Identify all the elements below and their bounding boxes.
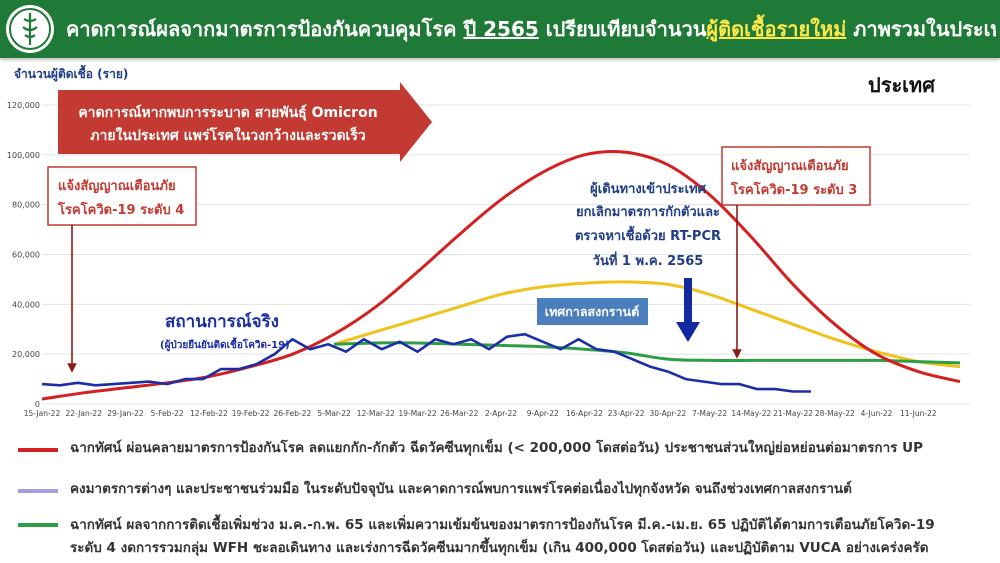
y-ticks: 0 20,000 40,000 60,000 80,000 100,000 120,000	[7, 101, 40, 409]
actual-sublabel: (ผู้ป่วยยืนยันติดเชื้อโควิด-19)	[160, 337, 290, 352]
x-tick-label: 19-Mar-22	[398, 409, 436, 418]
alert3-label-2: โรคโควิด-19 ระดับ 3	[730, 181, 857, 198]
omicron-label-2: ภายในประเทศ แพร่โรคในวงกว้างและรวดเร็ว	[90, 126, 366, 144]
x-tick-label: 29-Jan-22	[107, 409, 144, 418]
alert3-label-1: แจ้งสัญญาณเตือนภัย	[731, 158, 849, 174]
title-year: ปี 2565	[463, 17, 539, 41]
y-tick-label: 120,000	[7, 101, 40, 110]
x-tick-label: 28-May-22	[815, 409, 855, 418]
y-tick-label: 100,000	[7, 151, 40, 160]
series-line-green	[334, 341, 961, 365]
songkran-label: เทศกาลสงกรานต์	[545, 304, 639, 319]
x-tick-label: 12-Feb-22	[190, 409, 228, 418]
legend-text-green-1: ฉากทัศน์ ผลจากการติดเชื้อเพิ่มช่วง ม.ค.-…	[70, 517, 935, 533]
title-highlight: ผู้ติดเชื้อรายใหม่	[706, 17, 847, 41]
songkran-box	[537, 298, 648, 325]
travel-label-4: วันที่ 1 พ.ค. 2565	[593, 251, 704, 269]
x-ticks: 15-Jan-22 22-Jan-22 29-Jan-22 5-Feb-22 12-Fe…	[24, 409, 937, 418]
x-tick-label: 5-Mar-22	[317, 409, 351, 418]
x-tick-label: 19-Feb-22	[232, 409, 270, 418]
legend-swatch-purple	[18, 489, 58, 493]
alert4-box	[47, 166, 197, 226]
alert4-label-1: แจ้งสัญญาณเตือนภัย	[58, 178, 176, 194]
x-tick-label: 15-Jan-22	[24, 409, 61, 418]
series-line-yellow	[333, 280, 961, 369]
series-lines	[41, 150, 961, 401]
x-tick-label: 12-Mar-22	[357, 409, 395, 418]
x-tick-label: 2-Apr-22	[485, 409, 517, 418]
y-tick-label: 20,000	[12, 350, 40, 359]
corner-label: ประเทศ	[868, 73, 936, 97]
x-tick-label: 11-Jun-22	[900, 409, 937, 418]
legend-text-red: ฉากทัศน์ ผ่อนคลายมาตรการป้องกันโรค ลดแยก…	[70, 440, 923, 456]
travel-label-2: ยกเลิกมาตรการกักตัวและ	[576, 205, 720, 220]
legend-swatch-red	[18, 448, 58, 452]
x-tick-label: 26-Feb-22	[273, 409, 311, 418]
x-tick-label: 9-Apr-22	[527, 409, 559, 418]
travel-label-3: ตรวจหาเชื้อด้วย RT-PCR	[575, 225, 721, 244]
forecast-chart: จำนวนผู้ติดเชื้อ (ราย) ประเทศ 0 20,000 40,…	[7, 64, 970, 418]
actual-label: สถานการณ์จริง	[165, 311, 279, 332]
y-tick-label: 60,000	[12, 251, 40, 260]
legend-swatch-green	[18, 523, 58, 527]
x-tick-label: 26-Mar-22	[440, 409, 478, 418]
x-tick-label: 14-May-22	[731, 409, 771, 418]
ministry-logo-icon	[6, 5, 54, 53]
alert4-label-2: โรคโควิด-19 ระดับ 4	[57, 201, 184, 218]
legend-text-green-2: ระดับ 4 งดการรวมกลุ่ม WFH ชะลอเดินทาง แล…	[70, 540, 929, 556]
x-tick-label: 21-May-22	[773, 409, 813, 418]
series-line-blue	[41, 332, 811, 393]
x-tick-label: 23-Apr-22	[608, 409, 645, 418]
legend-text-purple: คงมาตรการต่างๆ และประชาชนร่วมมือ ในระดับ…	[70, 481, 852, 497]
x-tick-label: 5-Feb-22	[151, 409, 184, 418]
x-tick-label: 4-Jun-22	[861, 409, 893, 418]
y-tick-label: 40,000	[12, 300, 40, 309]
travel-arrow-icon	[676, 278, 700, 342]
omicron-label-1: คาดการณ์หากพบการระบาด สายพันธุ์ Omicron	[78, 104, 377, 121]
y-axis-label: จำนวนผู้ติดเชื้อ (ราย)	[14, 64, 128, 82]
x-tick-label: 30-Apr-22	[649, 409, 686, 418]
omicron-arrow-box	[58, 82, 432, 162]
x-tick-label: 16-Apr-22	[566, 409, 603, 418]
page-title: คาดการณ์ผลจากมาตรการป้องกันควบคุมโรค ปี …	[66, 17, 996, 41]
y-tick-label: 0	[35, 400, 40, 409]
x-tick-label: 22-Jan-22	[65, 409, 102, 418]
travel-label-1: ผู้เดินทางเข้าประเทศ	[590, 181, 706, 197]
alert3-box	[721, 146, 871, 206]
x-tick-label: 7-May-22	[692, 409, 727, 418]
y-tick-label: 80,000	[12, 201, 40, 210]
header-bar: คาดการณ์ผลจากมาตรการป้องกันควบคุมโรค ปี …	[0, 0, 1000, 58]
